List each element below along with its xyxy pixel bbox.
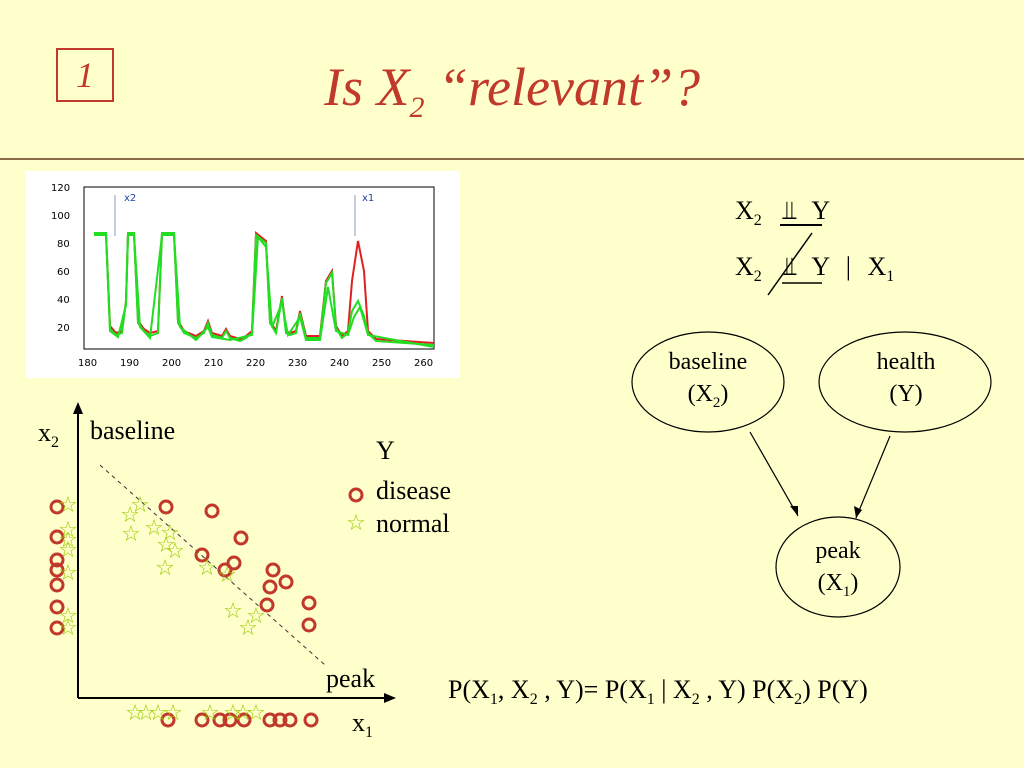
scatter-plot: ☆☆☆ ☆ ☆☆ ☆☆ ☆ ☆☆ ☆ ☆ ☆☆☆ ☆☆☆ ☆ ☆☆☆ ☆ ☆ ☆ ☆☆ [49,402,396,728]
svg-text:☆: ☆ [160,521,180,546]
svg-text:☆: ☆ [155,556,175,581]
svg-text:☆: ☆ [144,516,164,541]
joint-factorization: P(X1, X2 , Y)= P(X1 | X2 , Y) P(X2) P(Y) [448,675,868,709]
peak-node-ellipse [775,516,901,618]
y-tick-120: 120 [51,183,70,194]
disease-points [49,499,319,728]
svg-text:☆: ☆ [136,701,156,726]
y-tick-20: 20 [57,323,70,334]
x-tick-210: 210 [204,358,223,369]
baseline-node: baseline (X2) [668,349,748,411]
title-divider [0,158,1024,160]
independence-underline-1 [780,224,822,226]
legend-disease-marker [348,487,364,503]
svg-text:☆: ☆ [223,599,243,624]
spectrum-chart: 120 100 80 60 40 20 180 190 200 210 220 … [26,171,460,378]
legend-normal-marker: ☆ [346,511,366,536]
independence-statement-1: X2 ⫫ Y [735,196,831,230]
x-tick-190: 190 [120,358,139,369]
x-tick-230: 230 [288,358,307,369]
independence-statement-2: X2 ⫫ Y | X1 [735,252,895,286]
svg-text:☆: ☆ [246,701,266,726]
svg-text:☆: ☆ [217,563,237,588]
y-axis-name: baseline [90,416,176,445]
health-node: health (Y) [876,349,936,407]
baseline-node-ellipse [631,331,785,433]
svg-text:☆: ☆ [58,604,78,629]
y-tick-80: 80 [57,239,70,250]
svg-text:☆: ☆ [238,616,258,641]
svg-text:☆: ☆ [58,493,78,518]
y-axis-label: x2 [38,418,59,452]
y-tick-100: 100 [51,211,70,222]
bayes-network [631,331,992,618]
x-axis-name: peak [326,664,376,693]
disease-traces [94,230,435,344]
x-tick-220: 220 [246,358,265,369]
marker-x1-label: x1 [362,193,374,204]
svg-text:☆: ☆ [58,528,78,553]
slide-number-badge: 1 [56,48,114,102]
legend-title: Y [376,436,395,465]
x-tick-240: 240 [330,358,349,369]
slide-number: 1 [76,55,94,95]
edge-health-peak [855,435,891,519]
svg-text:☆: ☆ [121,522,141,547]
marker-x2-label: x2 [124,193,136,204]
y-tick-40: 40 [57,295,70,306]
y-tick-60: 60 [57,267,70,278]
svg-text:☆: ☆ [197,556,217,581]
negation-slash [767,232,822,296]
x-tick-180: 180 [78,358,97,369]
edge-baseline-peak [749,431,799,517]
legend-normal: normal [376,509,450,538]
spectrum-svg: 120 100 80 60 40 20 180 190 200 210 220 … [51,183,435,369]
svg-text:☆: ☆ [163,701,183,726]
x-tick-200: 200 [162,358,181,369]
svg-text:☆: ☆ [200,701,220,726]
normal-traces [94,232,435,348]
svg-text:☆: ☆ [58,616,78,641]
x-tick-260: 260 [414,358,433,369]
svg-text:☆: ☆ [58,538,78,563]
slide-title: Is X2 “relevant”? [324,57,700,124]
health-node-ellipse [818,331,992,433]
spectrum-frame [83,186,435,350]
svg-text:☆: ☆ [58,561,78,586]
svg-text:☆: ☆ [125,701,145,726]
normal-points: ☆☆☆ ☆ ☆☆ ☆☆ ☆ ☆☆ ☆ ☆ ☆☆☆ ☆☆☆ ☆ ☆☆☆ ☆ ☆ ☆ ☆☆ [58,493,266,726]
legend-markers: ☆ [346,487,366,536]
svg-text:☆: ☆ [246,604,266,629]
peak-node: peak (X1) [815,538,861,600]
independence-symbol: ⫫ [782,196,797,225]
svg-text:☆: ☆ [156,533,176,558]
svg-text:☆: ☆ [58,518,78,543]
svg-text:☆: ☆ [233,701,253,726]
legend-disease: disease [376,476,452,505]
svg-text:☆: ☆ [120,503,140,528]
decision-boundary [99,464,326,666]
svg-text:☆: ☆ [165,539,185,564]
svg-text:☆: ☆ [130,493,150,518]
x-axis-label: x1 [352,708,373,742]
x-tick-250: 250 [372,358,391,369]
svg-text:☆: ☆ [223,701,243,726]
svg-text:☆: ☆ [148,701,168,726]
